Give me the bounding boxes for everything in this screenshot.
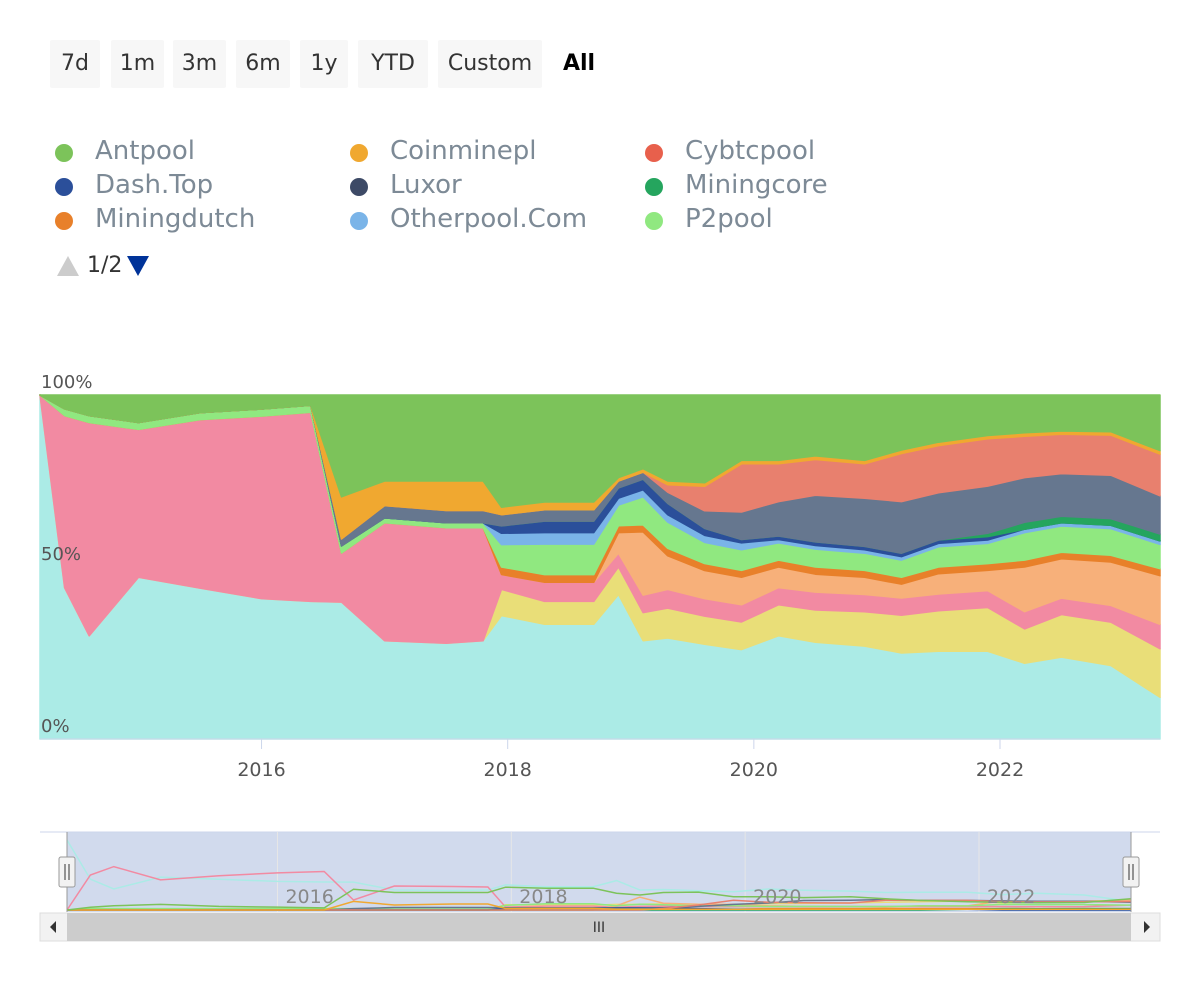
range-button-7d[interactable]: 7d (50, 40, 100, 88)
legend-page-indicator: 1/2 (87, 253, 123, 278)
plot-areas (39, 394, 1161, 740)
stacked-area-chart: 2016 2018 2020 2022 0% 50% 100% (39, 372, 1161, 780)
legend-label: Otherpool.Com (390, 204, 588, 234)
x-axis: 2016 2018 2020 2022 (40, 738, 1160, 780)
range-button-1m[interactable]: 1m (111, 40, 164, 88)
legend-dot-icon (645, 212, 663, 230)
navigator-handle-right[interactable] (1122, 856, 1140, 888)
legend-label: Dash.Top (95, 170, 214, 200)
legend-dot-icon (350, 212, 368, 230)
navigator-background (40, 832, 1160, 912)
legend-dot-icon (55, 144, 73, 162)
arrow-down-icon[interactable] (127, 256, 149, 276)
navigator-x-label: 2020 (753, 886, 801, 908)
x-tick-label: 2018 (484, 759, 532, 780)
navigator-handle-left[interactable] (58, 856, 76, 888)
navigator-line-12 (66, 886, 1132, 911)
y-tick-label: 0% (41, 716, 70, 737)
y-tick-label: 100% (41, 372, 92, 393)
navigator-series (66, 839, 1132, 911)
range-button-1y[interactable]: 1y (300, 40, 348, 88)
navigator-line-11 (67, 900, 1131, 911)
legend-dot-icon (350, 144, 368, 162)
x-tick-label: 2022 (976, 759, 1024, 780)
x-tick-label: 2016 (237, 759, 285, 780)
scroll-right-arrow-icon[interactable] (1144, 921, 1150, 933)
legend-label: Antpool (95, 136, 196, 166)
range-button-ytd[interactable]: YTD (358, 40, 428, 88)
legend-label: Miningcore (685, 170, 828, 200)
range-button-6m[interactable]: 6m (236, 40, 290, 88)
navigator-x-labels: 2016 2018 2020 2022 (285, 886, 1035, 908)
navigator-x-label: 2016 (285, 886, 333, 908)
legend-dot-icon (645, 178, 663, 196)
scrollbar[interactable]: III (39, 912, 1161, 942)
navigator-line-5 (66, 903, 1132, 911)
navigator-line-0 (66, 839, 1132, 903)
range-button-custom[interactable]: Custom (438, 40, 542, 88)
legend-label: Miningdutch (95, 204, 256, 234)
range-button-3m[interactable]: 3m (173, 40, 226, 88)
legend-dot-icon (55, 212, 73, 230)
navigator[interactable]: 2016 2018 2020 2022 III (0, 820, 1200, 950)
y-tick-label: 50% (41, 544, 81, 565)
legend-label: Cybtcpool (685, 136, 816, 166)
arrow-up-icon[interactable] (57, 256, 79, 276)
x-tick-label: 2020 (730, 759, 778, 780)
navigator-grid (276, 832, 980, 912)
scrollbar-thumb[interactable] (67, 913, 1131, 941)
legend-label: Coinminepl (390, 136, 537, 166)
range-button-all[interactable]: All (562, 51, 596, 76)
y-axis-labels: 0% 50% 100% (41, 372, 92, 737)
navigator-x-label: 2018 (519, 886, 567, 908)
legend-dot-icon (645, 144, 663, 162)
scroll-left-arrow-icon[interactable] (50, 921, 56, 933)
legend-dot-icon (55, 178, 73, 196)
legend-label: P2pool (685, 204, 773, 234)
legend-dot-icon (350, 178, 368, 196)
navigator-x-label: 2022 (987, 886, 1035, 908)
area-series-12[interactable] (39, 394, 1161, 508)
navigator-mask[interactable] (67, 832, 1131, 912)
legend-label: Luxor (390, 170, 462, 200)
scrollbar-grip-icon: III (593, 920, 605, 936)
